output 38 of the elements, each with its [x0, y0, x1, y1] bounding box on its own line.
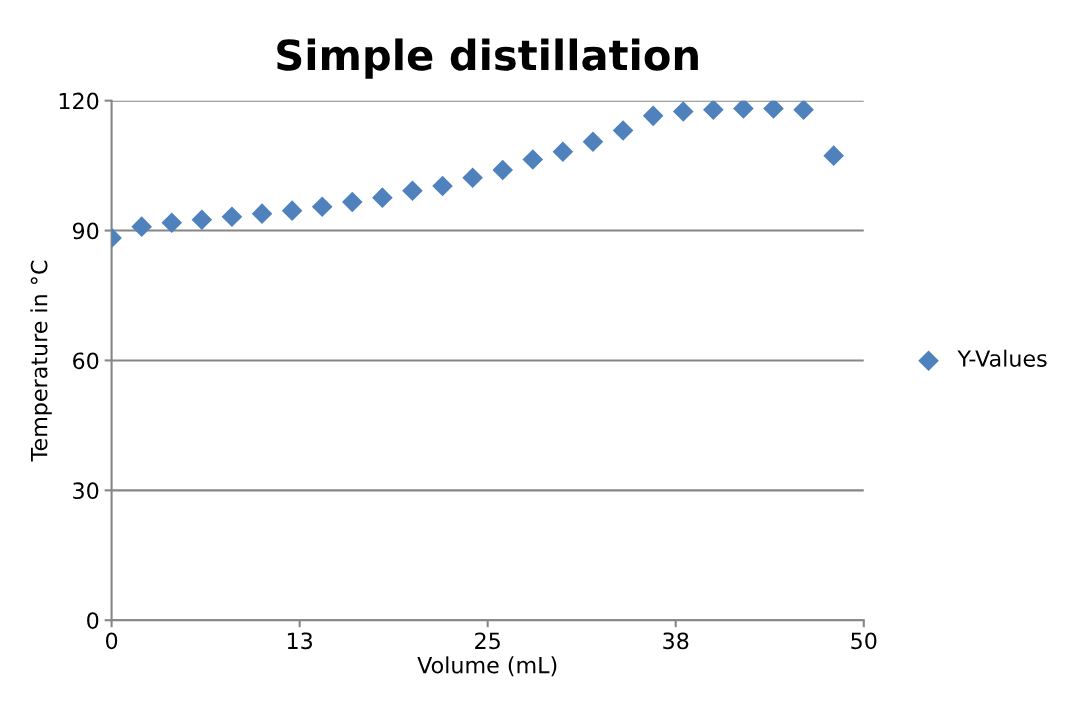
point — [311, 196, 333, 218]
point — [281, 200, 303, 221]
x-tick-label: 13 — [287, 632, 312, 650]
chart-title: Simple distillation — [277, 38, 698, 79]
point — [763, 100, 784, 119]
point — [372, 187, 393, 208]
y-tick-label: 120 — [59, 92, 99, 110]
x-axis-title: Volume (mL) — [417, 656, 557, 677]
point — [552, 141, 574, 163]
point — [823, 145, 844, 166]
point — [612, 120, 634, 141]
point — [703, 100, 724, 121]
point — [582, 131, 604, 153]
point — [432, 175, 453, 197]
point — [733, 100, 754, 119]
legend-label: Y-Values — [957, 349, 1047, 367]
point — [341, 191, 363, 213]
x-tick-label: 0 — [105, 632, 118, 650]
y-tick-label: 60 — [73, 352, 99, 370]
point — [462, 167, 483, 189]
y-axis-title: Temperature in °C — [30, 260, 52, 462]
x-tick-label: 50 — [851, 632, 877, 650]
x-tick-label: 25 — [475, 632, 500, 650]
point — [642, 105, 664, 127]
point — [492, 159, 514, 181]
point — [522, 149, 544, 170]
y-tick-label: 90 — [72, 222, 99, 240]
point — [402, 180, 423, 202]
x-tick-label: 38 — [663, 632, 689, 650]
point — [251, 203, 273, 224]
point — [221, 206, 243, 228]
point — [191, 209, 213, 231]
y-tick-label: 30 — [73, 482, 99, 500]
point — [793, 100, 814, 121]
point — [131, 216, 152, 237]
point — [672, 101, 694, 122]
y-tick-label: 0 — [87, 612, 99, 629]
point — [161, 212, 183, 234]
